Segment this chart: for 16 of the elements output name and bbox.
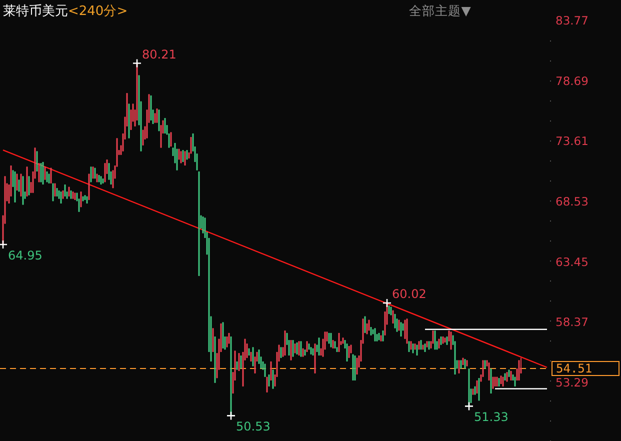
text: 50.53 [236,420,270,434]
ref-line-label: 54.51 [556,361,592,376]
text: 80.21 [142,47,176,62]
y-tick-label: 68.53 [556,194,588,208]
y-tick-label: 73.61 [556,134,588,148]
text: 60.02 [392,287,426,302]
y-tick-label: 63.45 [556,254,588,269]
chart-subtitle: <240分> [68,4,128,19]
text: 全部主题▼ [409,3,472,18]
chart-title: 莱特币美元 [3,3,68,19]
text: 51.33 [474,410,508,424]
y-tick-label: 78.69 [556,74,588,88]
y-tick-label: 53.29 [556,375,588,390]
y-tick-label: 83.77 [556,14,588,28]
text: 64.95 [8,248,42,262]
y-tick-label: 58.37 [556,315,588,330]
